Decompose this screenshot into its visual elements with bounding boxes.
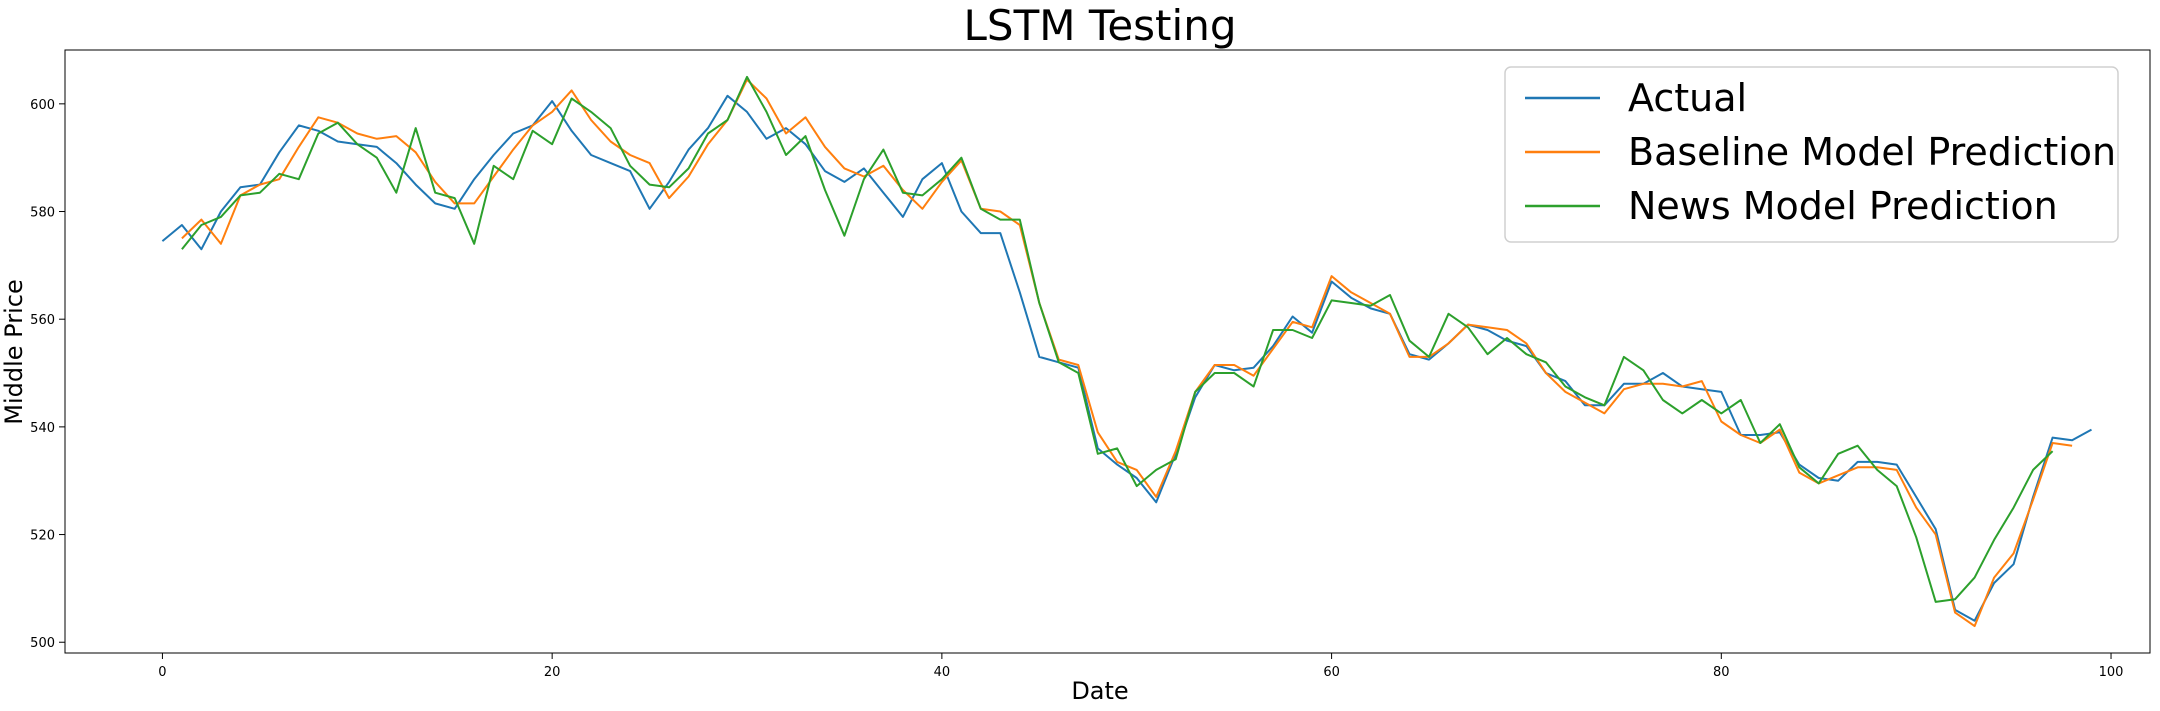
series-line-news-model-prediction bbox=[181, 75, 2054, 603]
x-axis-label: Date bbox=[1071, 677, 1128, 705]
x-tick-label: 40 bbox=[934, 665, 951, 680]
tick-group: 0 20 40 60 80 100 500 520 540 560 580 600 bbox=[30, 98, 2123, 680]
chart-title: LSTM Testing bbox=[964, 1, 1237, 50]
x-tick-label: 20 bbox=[544, 665, 561, 680]
legend-label: Actual bbox=[1628, 76, 1747, 120]
x-tick-label: 80 bbox=[1713, 665, 1730, 680]
x-tick-label: 0 bbox=[158, 665, 166, 680]
legend: Actual Baseline Model Prediction News Mode… bbox=[1504, 66, 2119, 243]
y-tick-label: 500 bbox=[30, 636, 55, 651]
y-tick-label: 540 bbox=[30, 421, 55, 436]
y-tick-label: 520 bbox=[30, 529, 55, 544]
y-tick-label: 600 bbox=[30, 98, 55, 113]
x-tick-label: 100 bbox=[2099, 665, 2124, 680]
series-lines bbox=[161, 75, 2092, 628]
legend-box bbox=[1504, 66, 2119, 243]
y-axis-label: Middle Price bbox=[0, 279, 28, 424]
legend-label: News Model Prediction bbox=[1628, 184, 2058, 228]
x-tick-label: 60 bbox=[1323, 665, 1340, 680]
legend-label: Baseline Model Prediction bbox=[1628, 130, 2116, 174]
y-tick-label: 580 bbox=[30, 206, 55, 221]
plot-frame bbox=[64, 49, 2151, 654]
y-tick-label: 560 bbox=[30, 313, 55, 328]
